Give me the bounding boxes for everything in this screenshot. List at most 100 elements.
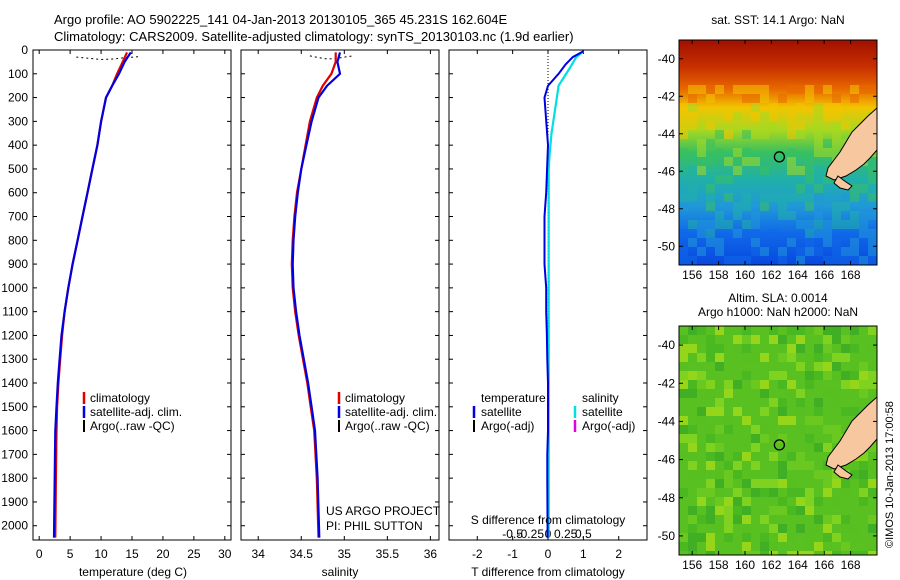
map-cell [724,425,733,434]
map-cell [679,121,688,130]
map-y-tick-label: -40 [658,52,676,66]
map-cell [688,238,697,247]
map-cell [724,112,733,121]
map-cell [706,193,715,202]
map-cell [787,121,796,130]
map-cell [742,506,751,515]
map-cell [796,461,805,470]
difference-depth-ticks [449,49,647,527]
map-cell [706,184,715,193]
map-cell [769,488,778,497]
map-cell [805,157,814,166]
map-cell [769,452,778,461]
map-y-tick-label: -48 [658,491,676,505]
map-cell [733,335,742,344]
map-cell [679,416,688,425]
map-cell [832,94,841,103]
map-cell [733,211,742,220]
map-cell [760,533,769,542]
depth-tick-label: 1600 [1,424,28,438]
map-cell [742,157,751,166]
map-cell [832,148,841,157]
salinity-satellite-line [291,52,342,538]
map-cell [724,524,733,533]
difference-xlabel: T difference from climatology [471,565,625,579]
map-cell [823,85,832,94]
map-cell [787,130,796,139]
map-y-tick-label: -40 [658,338,676,352]
map-y-tick-label: -50 [658,239,676,253]
map-cell [760,175,769,184]
map-cell [724,175,733,184]
map-cell [823,389,832,398]
map-cell [868,175,877,184]
map-cell [859,362,868,371]
map-cell [697,533,706,542]
map-x-tick-label: 158 [709,268,729,282]
map-y-tick-label: -42 [658,89,676,103]
map-cell [805,175,814,184]
map-cell [796,398,805,407]
map-cell [805,353,814,362]
map-cell [832,139,841,148]
map-cell [724,515,733,524]
map-cell [832,103,841,112]
map-cell [832,211,841,220]
map-cell [769,121,778,130]
depth-tick-label: 300 [8,114,28,128]
map-cell [805,380,814,389]
map-cell [823,524,832,533]
map-cell [859,211,868,220]
sst-map-title: sat. SST: 14.1 Argo: NaN [711,13,844,27]
map-cell [868,344,877,353]
map-cell [823,443,832,452]
map-cell [715,470,724,479]
map-cell [787,193,796,202]
map-cell [841,515,850,524]
map-cell [778,256,787,265]
map-cell [697,416,706,425]
map-cell [850,256,859,265]
depth-tick-label: 1300 [1,352,28,366]
map-cell [742,461,751,470]
map-cell [859,175,868,184]
map-cell [796,506,805,515]
map-cell [724,130,733,139]
map-cell [814,371,823,380]
temperature-x-tick-label: 10 [94,547,108,561]
map-cell [688,103,697,112]
map-cell [823,425,832,434]
salinity-x-tick-label: 34 [252,547,266,561]
map-cell [868,211,877,220]
map-cell [751,470,760,479]
map-x-tick-label: 164 [788,268,808,282]
map-cell [868,479,877,488]
map-cell [778,416,787,425]
map-cell [742,533,751,542]
depth-tick-label: 1200 [1,328,28,342]
map-cell [778,470,787,479]
map-cell [715,407,724,416]
map-cell [742,524,751,533]
map-cell [715,443,724,452]
map-cell [706,344,715,353]
map-cell [859,184,868,193]
map-cell [724,220,733,229]
map-cell [697,443,706,452]
map-cell [688,326,697,335]
map-x-tick-label: 156 [682,268,702,282]
map-cell [814,247,823,256]
map-cell [706,461,715,470]
map-cell [724,326,733,335]
map-cell [715,380,724,389]
map-cell [841,380,850,389]
map-cell [679,344,688,353]
map-cell [832,247,841,256]
legend-label-argo: Argo(..raw -QC) [90,419,175,433]
map-cell [787,326,796,335]
map-cell [778,479,787,488]
map-cell [832,326,841,335]
map-x-tick-label: 166 [814,268,834,282]
map-cell [778,344,787,353]
map-cell [868,551,877,555]
